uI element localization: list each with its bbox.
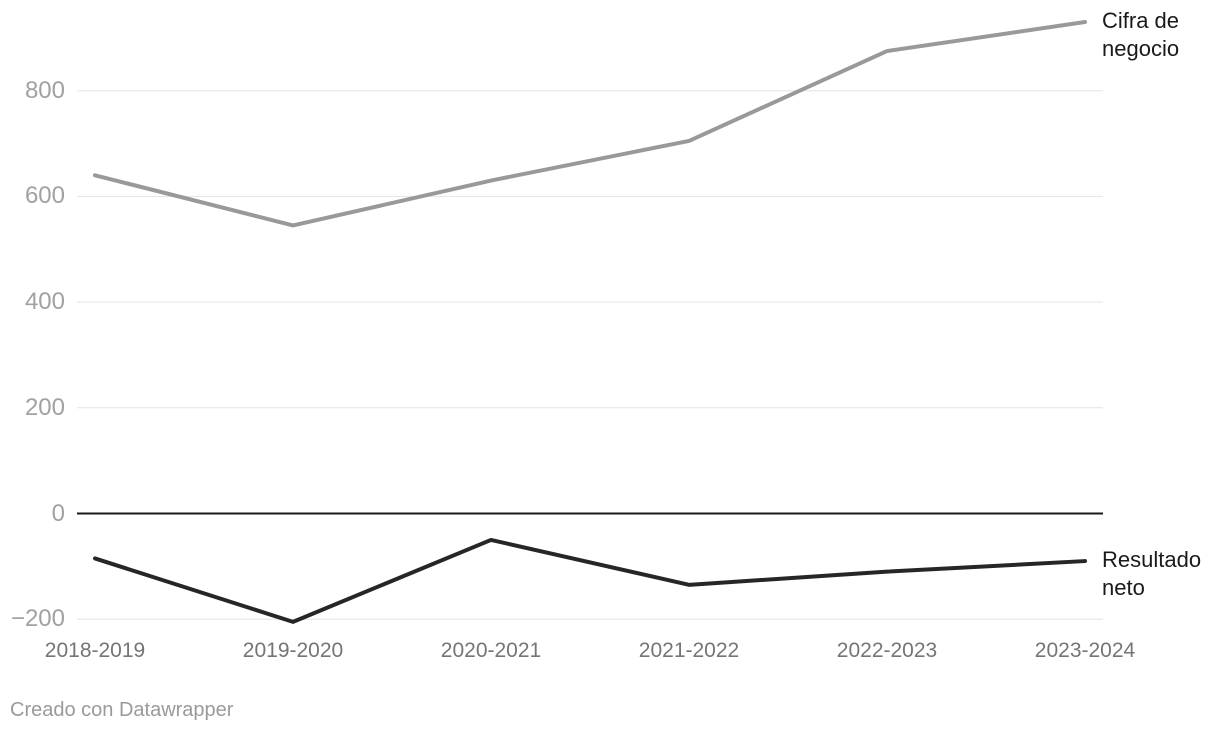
series-label-cifra-de-negocio: Cifra de negocio [1102, 7, 1180, 61]
x-tick-label: 2018-2019 [44, 639, 146, 662]
x-tick-label: 2023-2024 [1034, 639, 1136, 662]
y-tick-label: 400 [24, 288, 65, 316]
y-tick-label: 800 [24, 76, 65, 104]
x-tick-label: 2022-2023 [836, 639, 938, 662]
series-line-0 [93, 19, 1087, 228]
series-line-1 [93, 537, 1087, 624]
x-tick-label: 2019-2020 [242, 639, 344, 662]
y-tick-label: −200 [10, 605, 65, 633]
y-tick-label: 0 [51, 499, 65, 527]
datawrapper-credit[interactable]: Creado con Datawrapper [10, 699, 234, 721]
y-tick-label: 600 [24, 182, 65, 210]
x-tick-label: 2020-2021 [440, 639, 542, 662]
x-tick-label: 2021-2022 [638, 639, 740, 662]
series-label-resultado-neto: Resultado neto [1102, 547, 1202, 601]
y-tick-label: 200 [24, 393, 65, 421]
